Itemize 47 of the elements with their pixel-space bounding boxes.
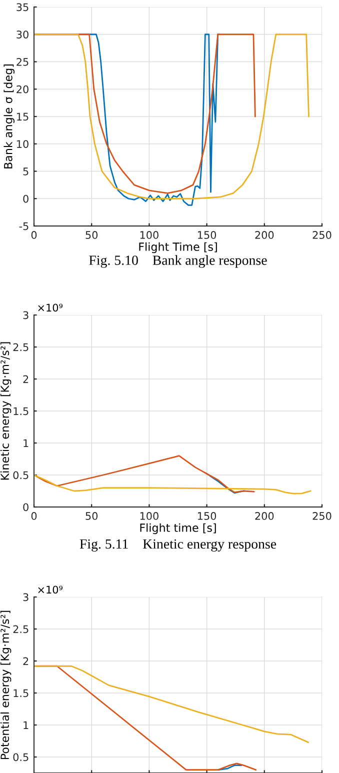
y-tick-label: -5 — [19, 222, 28, 230]
y-tick-label: 2 — [23, 657, 28, 665]
x-tick-label: 150 — [198, 231, 216, 239]
x-tick-label: 0 — [31, 512, 37, 520]
y-tick-label: 0.5 — [13, 471, 28, 480]
text: ×10⁹ — [38, 304, 63, 312]
y-tick-label: 15 — [17, 112, 28, 121]
y-tick-label: 30 — [16, 30, 28, 38]
x-tick-label: 200 — [255, 512, 274, 520]
y-tick-label: 2.5 — [13, 625, 28, 634]
line-series — [34, 455, 255, 493]
y-tick-label: 1 — [24, 439, 28, 447]
line-series — [34, 34, 310, 200]
y-tick-label: 3 — [23, 311, 28, 320]
y-tick-label: 0 — [23, 503, 28, 512]
y-tick-label: 2 — [23, 375, 28, 383]
y-tick-label: 3 — [23, 593, 28, 602]
text: ×10⁹ — [38, 586, 63, 594]
x-axis-title: Flight time [s] — [140, 523, 216, 534]
x-tick-label: 150 — [198, 512, 216, 520]
y-tick-label: 10 — [17, 140, 28, 148]
y-tick-label: 0.5 — [13, 753, 28, 762]
x-axis-title: Flight Time [s] — [139, 242, 217, 254]
x-tick-label: 100 — [140, 231, 158, 239]
y-tick-label: 1 — [24, 721, 28, 729]
line-series — [34, 474, 312, 494]
y-tick-label: 20 — [16, 85, 28, 94]
y-axis-title: Potential energy [Kg·m²/s²] — [0, 610, 12, 760]
y-tick-label: 5 — [23, 168, 28, 176]
y-tick-label: 35 — [16, 3, 28, 12]
x-tick-label: 250 — [312, 231, 332, 239]
x-tick-label: 50 — [86, 231, 98, 239]
caption: Fig. 5.10 Bank angle response — [89, 255, 267, 268]
y-tick-label: 2.5 — [13, 343, 28, 352]
y-axis-title: Kinetic energy [Kg·m²/s²] — [0, 342, 12, 480]
y-axis-title: Bank angle σ [deg] — [4, 64, 14, 168]
x-tick-label: 0 — [31, 231, 37, 239]
x-tick-label: 250 — [312, 512, 332, 520]
y-tick-label: 1.5 — [14, 407, 28, 416]
line-series — [34, 665, 309, 743]
y-tick-label: 1.5 — [14, 689, 28, 698]
x-tick-label: 100 — [140, 512, 158, 520]
y-tick-label: 0 — [23, 194, 28, 203]
x-tick-label: 200 — [255, 231, 274, 239]
caption: Fig. 5.11 Kinetic energy response — [80, 539, 276, 552]
x-tick-label: 50 — [86, 512, 98, 520]
y-tick-label: 25 — [16, 58, 28, 66]
